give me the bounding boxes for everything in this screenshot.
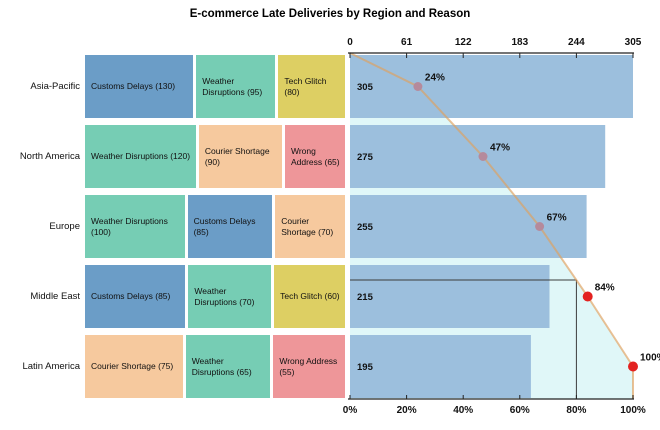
mosaic-block: Courier Shortage (75) (85, 335, 183, 398)
region-label: North America (19, 150, 80, 162)
bar-value-label: 215 (357, 292, 374, 303)
region-label: Latin America (22, 360, 80, 372)
mosaic-block: Weather Disruptions (95) (196, 55, 276, 118)
cumulative-pct-label: 47% (490, 143, 510, 154)
cumulative-dot (478, 152, 488, 161)
bottom-axis-tick-label: 40% (453, 405, 473, 416)
cumulative-pct-label: 67% (547, 213, 567, 224)
region-label: Europe (49, 220, 80, 232)
bar-value-label: 195 (357, 362, 374, 373)
mosaic-block: Courier Shortage (90) (198, 125, 282, 188)
cumulative-pct-label: 100% (640, 353, 660, 364)
mosaic-block: Customs Delays (85) (187, 195, 273, 258)
region-label: Middle East (30, 290, 80, 302)
bar (350, 125, 606, 188)
bar-value-label: 275 (357, 152, 374, 163)
cumulative-dot (413, 82, 423, 91)
top-axis-tick-label: 183 (511, 37, 528, 48)
cumulative-dot (535, 222, 545, 231)
mosaic-block: Tech Glitch (80) (278, 55, 345, 118)
bar (350, 335, 531, 398)
region-label: Asia-Pacific (30, 80, 80, 92)
mosaic-block: Weather Disruptions (100) (85, 195, 185, 258)
mosaic-block: Wrong Address (65) (284, 125, 345, 188)
cumulative-pct-label: 84% (595, 283, 615, 294)
mosaic-block: Tech Glitch (60) (274, 265, 345, 328)
cumulative-dot (628, 361, 638, 372)
mosaic-block: Weather Disruptions (120) (85, 125, 196, 188)
bar (350, 55, 633, 118)
bottom-axis-tick-label: 60% (510, 405, 530, 416)
top-axis-tick-label: 244 (568, 37, 585, 48)
chart-title: E-commerce Late Deliveries by Region and… (189, 8, 471, 20)
bar (350, 265, 550, 328)
top-axis-tick-label: 122 (455, 37, 472, 48)
mosaic-block: Weather Disruptions (70) (188, 265, 272, 328)
top-axis-tick-label: 305 (625, 37, 642, 48)
top-axis-tick-label: 61 (401, 37, 413, 48)
mosaic-block: Customs Delays (130) (85, 55, 194, 118)
mosaic-block: Courier Shortage (70) (275, 195, 345, 258)
bar-value-label: 255 (357, 222, 374, 233)
bar (350, 195, 587, 258)
cumulative-dot (582, 291, 593, 302)
top-axis-tick-label: 0 (347, 37, 353, 48)
bar-value-label: 305 (357, 82, 374, 93)
mosaic-block: Wrong Address (55) (273, 335, 345, 398)
cumulative-pct-label: 24% (425, 73, 445, 84)
bottom-axis-tick-label: 0% (343, 405, 358, 416)
bottom-axis-tick-label: 100% (620, 405, 646, 416)
mosaic-block: Customs Delays (85) (85, 265, 186, 328)
mosaic-block: Weather Disruptions (65) (185, 335, 271, 398)
bottom-axis-tick-label: 20% (397, 405, 417, 416)
bottom-axis-tick-label: 80% (566, 405, 586, 416)
